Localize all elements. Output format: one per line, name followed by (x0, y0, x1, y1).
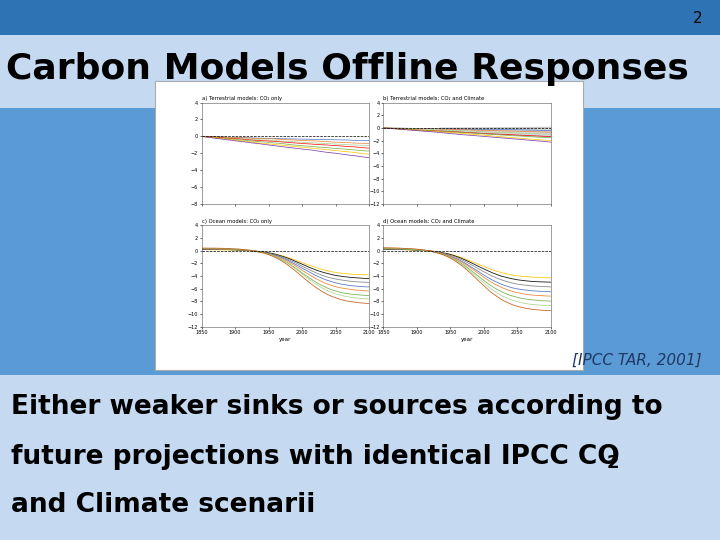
Bar (0, 35, 720, 108)
Text: future projections with identical IPCC CO: future projections with identical IPCC C… (11, 444, 619, 470)
Text: Carbon Models Offline Responses: Carbon Models Offline Responses (6, 52, 688, 86)
Text: 2: 2 (606, 454, 618, 471)
Text: Either weaker sinks or sources according to: Either weaker sinks or sources according… (11, 394, 662, 420)
Text: b) Terrestrial models: CO₂ and Climate: b) Terrestrial models: CO₂ and Climate (384, 96, 485, 101)
Bar (0, 0, 720, 35)
Text: and Climate scenarii: and Climate scenarii (11, 492, 315, 518)
Text: 2: 2 (693, 11, 702, 26)
Bar (155, 81, 583, 370)
Bar (0, 375, 720, 540)
Text: a) Terrestrial models: CO₂ only: a) Terrestrial models: CO₂ only (202, 96, 282, 101)
X-axis label: year: year (279, 336, 292, 342)
Text: [IPCC TAR, 2001]: [IPCC TAR, 2001] (572, 353, 702, 368)
Text: d) Ocean models: CO₂ and Climate: d) Ocean models: CO₂ and Climate (384, 219, 475, 224)
Text: c) Ocean models: CO₂ only: c) Ocean models: CO₂ only (202, 219, 271, 224)
X-axis label: year: year (461, 336, 473, 342)
